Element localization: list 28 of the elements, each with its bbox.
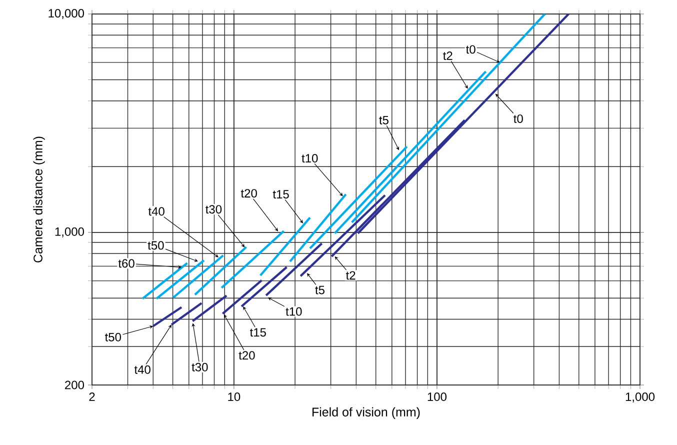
annotation: t15 xyxy=(250,328,266,337)
y-tick-label: 10,000 xyxy=(48,9,84,19)
x-tick-label: 10 xyxy=(228,392,240,402)
annotation: t0 xyxy=(514,114,523,123)
annotation: t5 xyxy=(379,116,388,124)
y-axis-title: Camera distance (mm) xyxy=(33,136,45,262)
annotation: t30 xyxy=(192,362,208,372)
annotation: t50 xyxy=(148,241,164,250)
annotation: t10 xyxy=(302,154,318,163)
x-tick-label: 2 xyxy=(89,392,95,401)
annotation: t40 xyxy=(148,207,164,216)
annotation: t50 xyxy=(104,332,122,342)
annotation: t30 xyxy=(206,205,222,214)
x-tick-label: 1,000 xyxy=(626,392,655,402)
annotation: t2 xyxy=(443,52,452,60)
annotation: t60 xyxy=(118,259,134,268)
annotation: t15 xyxy=(272,190,289,198)
annotation: t40 xyxy=(134,365,150,374)
annotation: t20 xyxy=(240,189,257,198)
annotation: t10 xyxy=(286,307,302,316)
x-tick-label: 100 xyxy=(428,392,447,402)
annotation: t5 xyxy=(315,286,324,294)
y-tick-label: 200 xyxy=(65,380,84,390)
annotation: t2 xyxy=(346,271,356,280)
annotation: t0 xyxy=(466,45,476,54)
y-tick-label: 1,000 xyxy=(55,227,84,238)
annotation: t20 xyxy=(238,351,255,360)
x-axis-title: Field of vision (mm) xyxy=(312,407,420,419)
